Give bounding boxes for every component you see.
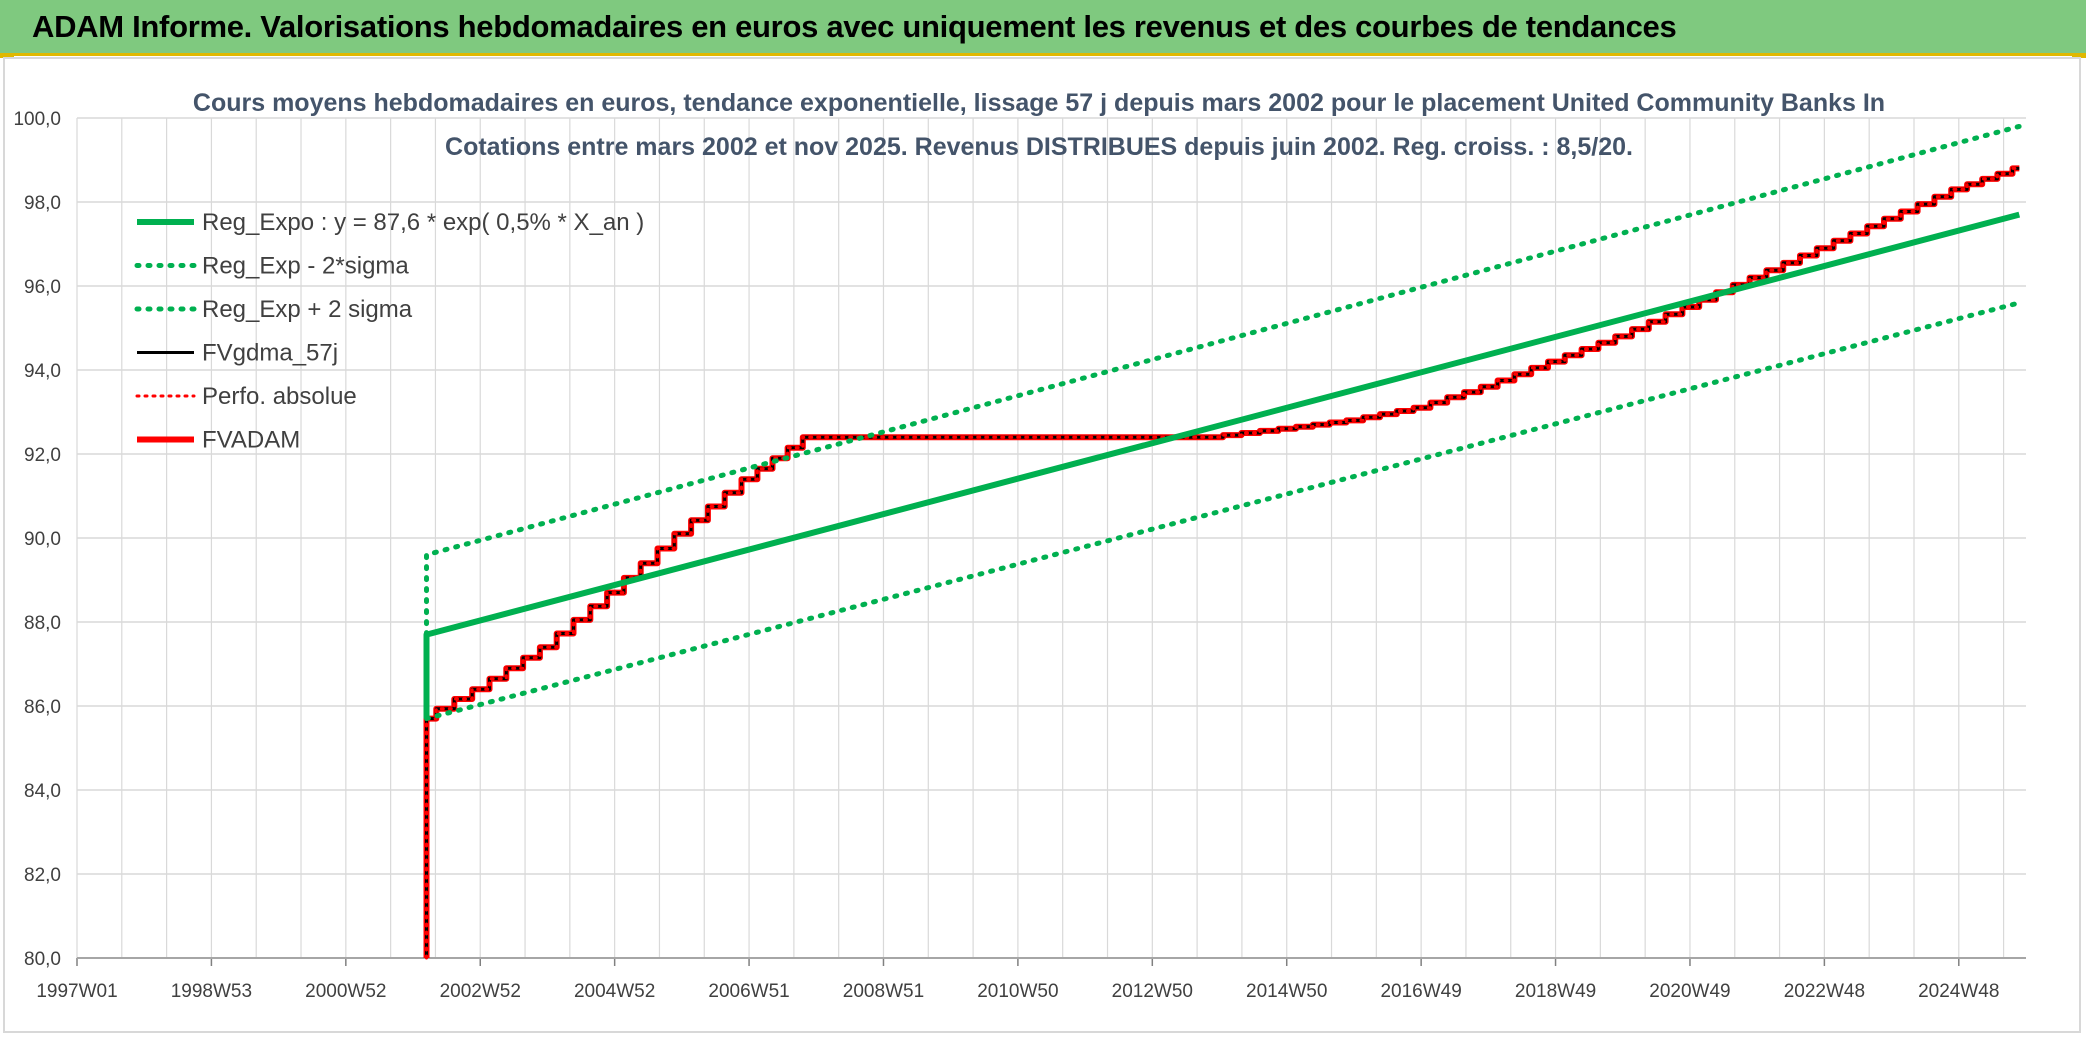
series-line-1 (424, 300, 2022, 722)
legend: Reg_Expo : y = 87,6 * exp( 0,5% * X_an )… (134, 209, 644, 454)
series-line-5 (423, 165, 2020, 958)
y-tick-label: 88,0 (24, 613, 61, 634)
y-tick-label: 80,0 (24, 949, 61, 970)
page-title: ADAM Informe. Valorisations hebdomadaire… (32, 9, 1677, 44)
series-line-4 (425, 166, 2021, 960)
series-layer (423, 123, 2022, 960)
series-line-2 (424, 123, 2022, 638)
series-line-0 (423, 211, 2021, 719)
corner-accent-left (0, 53, 14, 58)
x-tick-label: 1997W01 (36, 981, 117, 1002)
header-bar: ADAM Informe. Valorisations hebdomadaire… (0, 0, 2086, 56)
x-tick-label: 2018W49 (1515, 981, 1596, 1002)
y-tick-label: 100,0 (13, 109, 61, 130)
y-tick-label: 98,0 (24, 193, 61, 214)
x-tick-label: 1998W53 (171, 981, 252, 1002)
x-tick-label: 2012W50 (1112, 981, 1193, 1002)
chart-subtitle: Cotations entre mars 2002 et nov 2025. R… (445, 133, 1633, 161)
x-tick-label: 2022W48 (1784, 981, 1865, 1002)
x-tick-label: 2024W48 (1918, 981, 1999, 1002)
legend-entry: FVgdma_57j (202, 340, 338, 367)
corner-accent-right (2072, 53, 2086, 58)
y-tick-label: 86,0 (24, 697, 61, 718)
legend-entry: Reg_Expo : y = 87,6 * exp( 0,5% * X_an ) (202, 209, 644, 236)
y-tick-label: 84,0 (24, 781, 61, 802)
legend-entry: Perfo. absolue (202, 383, 357, 410)
axes: 80,0 82,0 84,0 86,0 88,0 90,0 92,0 94,0 96,0 98,0… (13, 109, 2026, 1002)
y-tick-label: 94,0 (24, 361, 61, 382)
x-tick-label: 2006W51 (708, 981, 789, 1002)
legend-entry: FVADAM (202, 427, 300, 454)
x-tick-label: 2008W51 (843, 981, 924, 1002)
x-tick-label: 2010W50 (977, 981, 1058, 1002)
y-tick-label: 92,0 (24, 445, 61, 466)
chart-title: Cours moyens hebdomadaires en euros, ten… (193, 89, 1885, 117)
y-tick-label: 96,0 (24, 277, 61, 298)
x-tick-label: 2016W49 (1380, 981, 1461, 1002)
grid-lines (76, 117, 2026, 959)
y-tick-label: 82,0 (24, 865, 61, 886)
x-tick-label: 2014W50 (1246, 981, 1327, 1002)
x-tick-label: 2004W52 (574, 981, 655, 1002)
y-tick-label: 90,0 (24, 529, 61, 550)
legend-entry: Reg_Exp - 2*sigma (202, 253, 409, 280)
x-tick-label: 2020W49 (1649, 981, 1730, 1002)
series-line-3 (425, 166, 2020, 958)
x-tick-label: 2002W52 (440, 981, 521, 1002)
legend-entry: Reg_Exp + 2 sigma (202, 296, 413, 323)
x-tick-label: 2000W52 (305, 981, 386, 1002)
